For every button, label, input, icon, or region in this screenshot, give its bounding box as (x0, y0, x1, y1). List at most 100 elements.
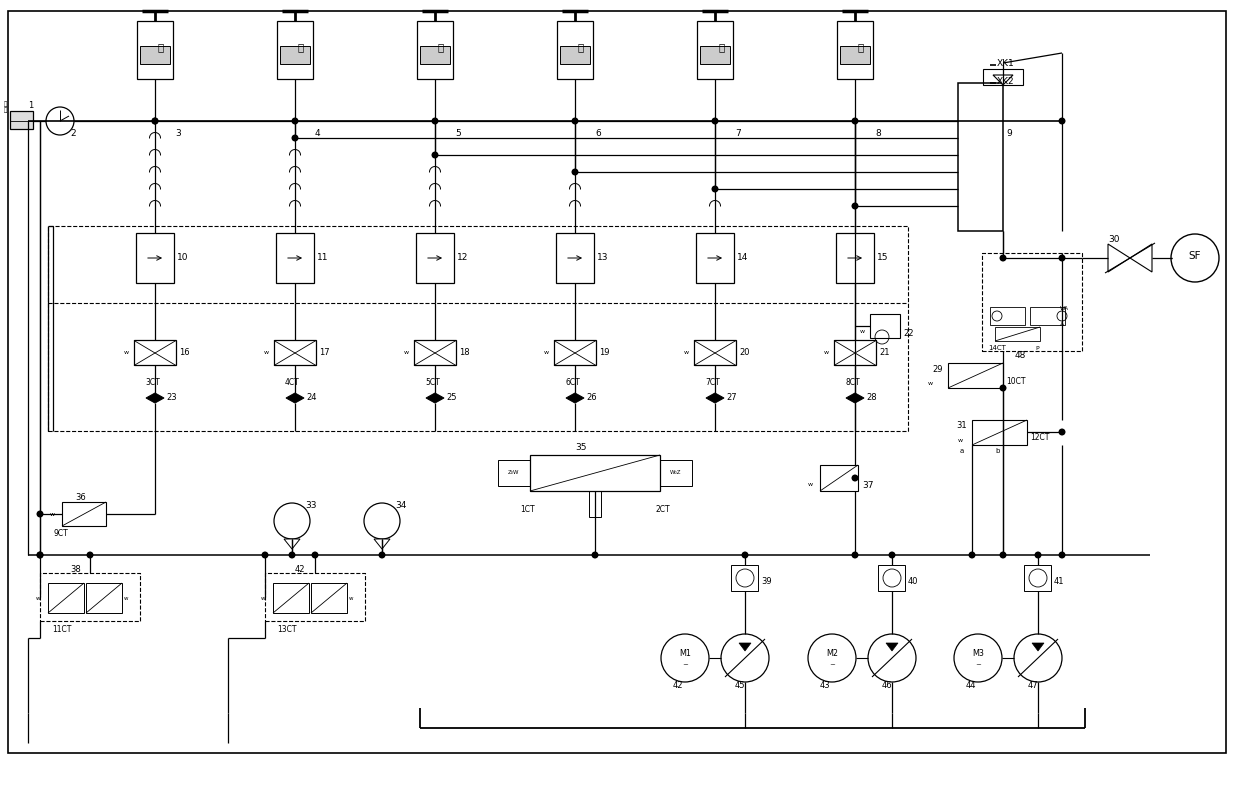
Bar (415, 233, 454, 283)
Text: 8: 8 (875, 128, 880, 137)
Bar (134, 340, 176, 366)
Text: w: w (928, 381, 934, 385)
Text: ~: ~ (975, 662, 981, 668)
Circle shape (291, 135, 299, 141)
Text: 48: 48 (1016, 351, 1027, 359)
Text: ~: ~ (682, 662, 688, 668)
Bar (732, 565, 758, 591)
Text: 12CT: 12CT (1030, 434, 1049, 442)
Text: 30: 30 (1109, 236, 1120, 244)
Bar (660, 460, 692, 486)
Circle shape (36, 551, 43, 558)
Bar (972, 420, 1027, 445)
Text: 4CT: 4CT (285, 378, 300, 388)
Text: 11: 11 (317, 254, 329, 262)
Bar (273, 583, 309, 613)
Circle shape (291, 117, 299, 125)
Text: 18: 18 (459, 348, 470, 358)
Bar (697, 21, 733, 79)
Circle shape (742, 551, 749, 558)
Bar (48, 583, 84, 613)
Polygon shape (427, 393, 444, 403)
Bar (10, 111, 33, 129)
Circle shape (999, 255, 1007, 262)
Text: 13CT: 13CT (277, 626, 296, 634)
Bar (498, 460, 529, 486)
Text: 29: 29 (932, 365, 942, 374)
Bar (836, 233, 874, 283)
Bar (983, 69, 1023, 85)
Bar (589, 491, 601, 517)
Text: 6CT: 6CT (565, 378, 580, 388)
Text: 10CT: 10CT (1006, 377, 1025, 385)
Text: 力
表: 力 表 (4, 101, 7, 113)
Text: 7CT: 7CT (706, 378, 719, 388)
Circle shape (591, 551, 599, 558)
Bar (560, 46, 590, 64)
Bar (557, 21, 593, 79)
Text: w: w (348, 596, 353, 600)
Text: w: w (861, 330, 866, 335)
Bar (820, 465, 858, 491)
Text: 14: 14 (737, 254, 749, 262)
Bar (554, 340, 596, 366)
Text: A: A (1060, 323, 1064, 328)
Circle shape (712, 186, 718, 193)
Text: 44: 44 (966, 680, 977, 689)
Bar (277, 21, 312, 79)
Text: 25: 25 (446, 393, 456, 403)
Bar (265, 573, 365, 621)
Text: XK2: XK2 (997, 76, 1014, 86)
Text: 21: 21 (879, 348, 889, 358)
Text: M1: M1 (680, 649, 691, 658)
Polygon shape (374, 539, 391, 549)
Bar (696, 233, 734, 283)
Text: 7: 7 (735, 128, 740, 137)
Polygon shape (993, 75, 1013, 85)
Text: w: w (264, 351, 269, 355)
Text: w: w (808, 482, 813, 488)
Circle shape (262, 551, 269, 558)
Text: P: P (1035, 347, 1039, 351)
Text: 9: 9 (1006, 128, 1012, 137)
Text: 46: 46 (882, 680, 893, 689)
Text: 27: 27 (725, 393, 737, 403)
Bar (878, 565, 905, 591)
Bar (140, 46, 170, 64)
Text: 15: 15 (877, 254, 889, 262)
Text: 5: 5 (455, 128, 461, 137)
Text: a: a (960, 448, 965, 454)
Circle shape (1034, 551, 1042, 558)
Bar (40, 573, 140, 621)
Text: XK1: XK1 (997, 59, 1014, 67)
Text: 后: 后 (718, 42, 724, 52)
Bar (694, 340, 737, 366)
Bar (839, 46, 870, 64)
Circle shape (378, 551, 386, 558)
Bar (62, 502, 105, 526)
Circle shape (432, 117, 439, 125)
Text: 10: 10 (177, 254, 188, 262)
Text: 26: 26 (587, 393, 596, 403)
Bar (870, 314, 900, 338)
Text: w: w (36, 596, 41, 600)
Bar (86, 583, 122, 613)
Text: 11CT: 11CT (52, 626, 72, 634)
Polygon shape (1130, 244, 1152, 272)
Text: 6: 6 (595, 128, 600, 137)
Text: M2: M2 (826, 649, 838, 658)
Text: 20: 20 (739, 348, 749, 358)
Text: 36: 36 (74, 492, 86, 501)
Text: 3: 3 (175, 128, 181, 137)
Text: w: w (124, 351, 129, 355)
Text: 19: 19 (599, 348, 610, 358)
Text: 1: 1 (29, 101, 33, 109)
Text: 33: 33 (305, 500, 316, 509)
Circle shape (151, 117, 159, 125)
Bar (274, 340, 316, 366)
Text: 34: 34 (396, 500, 407, 509)
Text: 31: 31 (956, 422, 967, 431)
Text: ~: ~ (830, 662, 835, 668)
Bar (136, 233, 174, 283)
Circle shape (1059, 428, 1065, 435)
